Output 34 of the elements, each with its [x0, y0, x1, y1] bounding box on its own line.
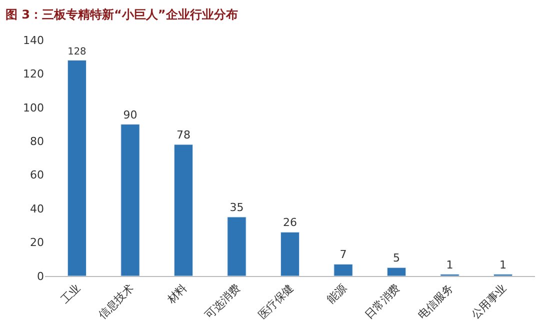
bar [120, 124, 140, 276]
y-tick-label: 80 [30, 134, 44, 148]
data-label: 1 [500, 258, 507, 272]
data-label: 128 [68, 46, 86, 58]
x-tick-label: 能源 [324, 282, 350, 306]
data-label: 1 [446, 258, 454, 272]
x-tick-label: 日常消费 [362, 282, 403, 322]
bar [227, 216, 246, 276]
data-label: 26 [283, 216, 297, 230]
x-tick-label: 公用事业 [468, 282, 510, 322]
y-tick-label: 20 [30, 236, 44, 250]
x-tick-label: 材料 [164, 282, 190, 307]
bar [174, 144, 194, 276]
x-tick-label: 工业 [58, 282, 83, 306]
data-label: 90 [123, 108, 138, 122]
y-tick-label: 140 [23, 34, 44, 47]
data-label: 78 [176, 128, 190, 142]
chart-title: 图 3：三板专精特新“小巨人”企业行业分布 [6, 7, 238, 22]
y-tick-label: 0 [37, 270, 44, 283]
data-label: 5 [393, 252, 400, 265]
bar [386, 267, 406, 276]
y-tick-label: 60 [30, 168, 44, 182]
data-label: 7 [340, 248, 347, 262]
y-tick-label: 120 [23, 68, 44, 81]
x-tick-label: 医疗保健 [256, 282, 296, 322]
y-tick-label: 100 [23, 101, 44, 114]
y-tick-label: 40 [30, 202, 44, 216]
x-tick-label: 可选消费 [202, 282, 243, 322]
bar [334, 264, 353, 276]
x-tick-label: 电信服务 [415, 282, 456, 322]
data-label: 35 [230, 201, 244, 214]
x-tick-label: 信息技术 [96, 282, 136, 322]
bar [280, 232, 300, 276]
bar [67, 60, 87, 276]
